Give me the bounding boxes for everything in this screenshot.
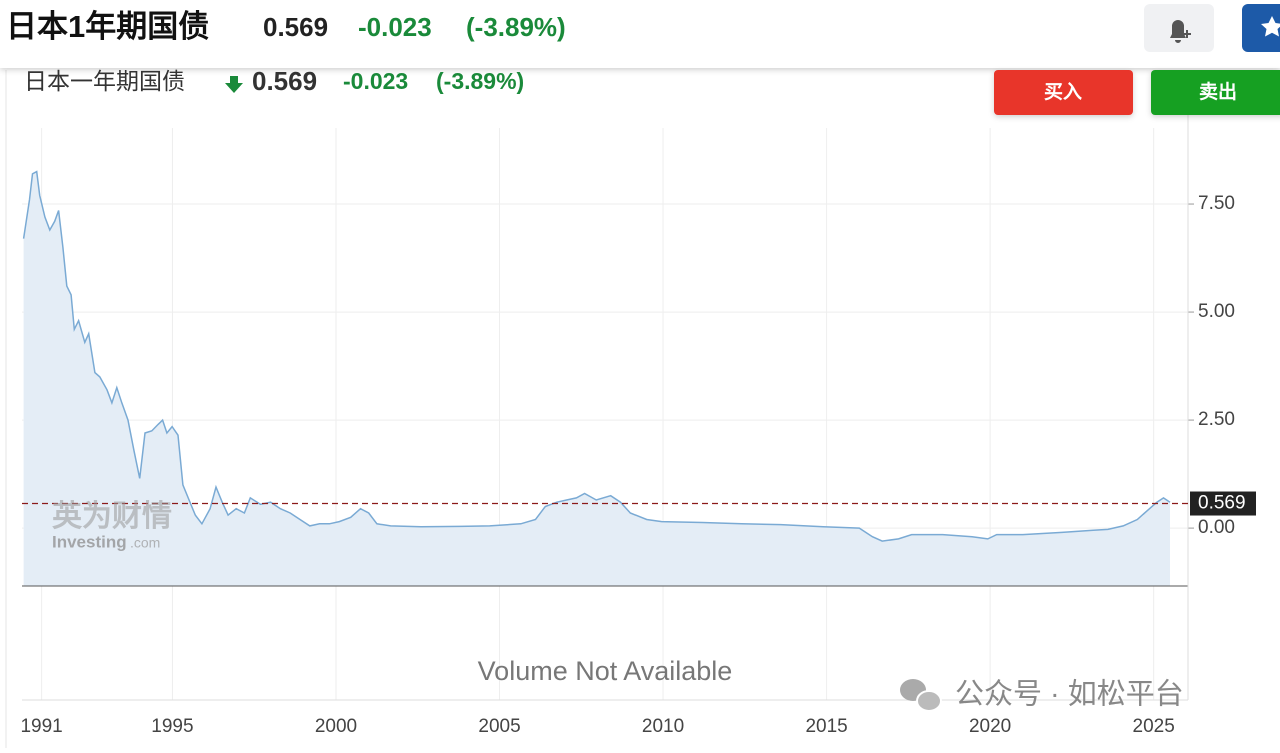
down-arrow xyxy=(225,76,243,93)
y-tick-label: 7.50 xyxy=(1198,193,1235,214)
x-tick-label: 2010 xyxy=(642,716,684,737)
header-price: 0.569 xyxy=(263,12,328,42)
plot: 1991 1995 2000 2005 2010 2015 2020 2025 0.00 2.50… xyxy=(20,88,1256,737)
panel-change-pct: (-3.89%) xyxy=(436,68,524,94)
y-tick-label: 2.50 xyxy=(1198,409,1235,430)
header-change: -0.023 xyxy=(358,12,432,42)
x-tick-label: 2025 xyxy=(1133,716,1175,737)
panel-change: -0.023 xyxy=(343,68,408,94)
source-note: 公众号 · 如松平台 xyxy=(955,678,1184,711)
sell-label[interactable]: 卖出 xyxy=(1199,80,1237,103)
star-icon xyxy=(1261,16,1280,37)
x-tick-label: 2005 xyxy=(478,716,520,737)
buy-button[interactable] xyxy=(994,70,1133,115)
x-tick-label: 1991 xyxy=(20,716,62,737)
x-tick-label: 2000 xyxy=(315,716,357,737)
header-change-pct: (-3.89%) xyxy=(466,12,566,42)
y-tick-label: 0.00 xyxy=(1198,517,1235,538)
buy-label[interactable]: 买入 xyxy=(1044,81,1082,103)
bell-icon xyxy=(1170,20,1186,43)
panel-title: 日本一年期国债 xyxy=(24,68,185,94)
watchlist-button[interactable] xyxy=(1242,4,1280,52)
reference-label: 0.569 xyxy=(1198,493,1246,514)
x-tick-label: 2015 xyxy=(805,716,847,737)
volume-note: Volume Not Available xyxy=(478,656,733,686)
price-line xyxy=(22,170,1171,542)
x-tick-label: 1995 xyxy=(151,716,193,737)
header-bar xyxy=(0,0,1280,68)
plus-icon xyxy=(1183,30,1191,38)
x-tick-label: 2020 xyxy=(969,716,1011,737)
watermark-en: Investing xyxy=(52,532,127,551)
watermark-cn: 英为财情 xyxy=(52,500,172,533)
wechat-icon xyxy=(900,679,942,712)
reference-box xyxy=(1190,491,1256,516)
header-title: 日本1年期国债 xyxy=(6,9,209,44)
panel-price: 0.569 xyxy=(252,66,317,96)
sell-button[interactable] xyxy=(1151,70,1280,115)
y-tick-label: 5.00 xyxy=(1198,301,1235,322)
watermark-suffix: .com xyxy=(130,535,160,551)
